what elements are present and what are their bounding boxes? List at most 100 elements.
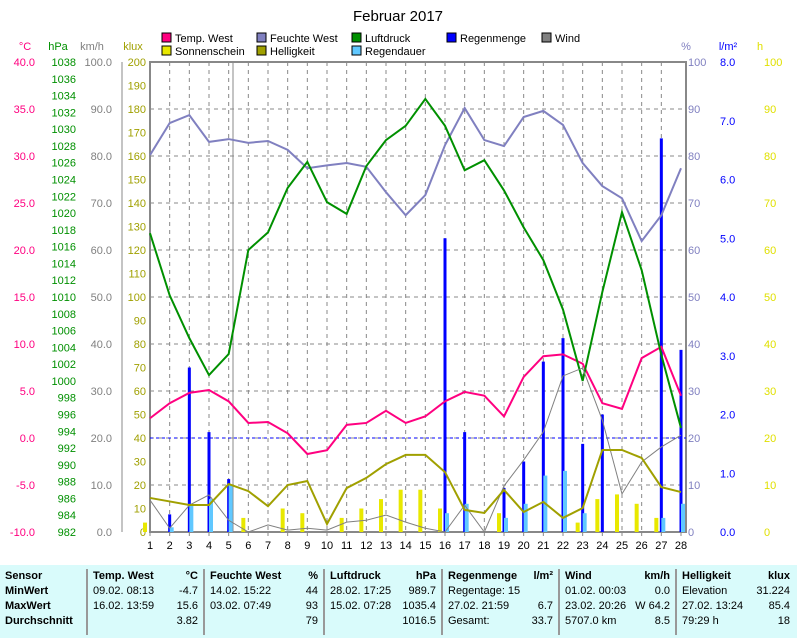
legend-swatch: [161, 32, 172, 43]
axis-tick-label-hours: 0: [764, 527, 770, 539]
axis-tick-label-pressure: 996: [58, 410, 76, 422]
axis-tick-label-hours: 70: [764, 198, 776, 210]
stats-cell: %: [308, 570, 318, 582]
stats-row: 28.02. 17:25 989.7: [325, 584, 441, 599]
stats-column: Helligkeit klux Elevation 31.224 27.02. 13:2…: [677, 569, 795, 635]
statistics-table: Sensor MinWert MaxWert Durchschnitt Temp. We…: [0, 565, 797, 638]
stats-cell: 27.02. 21:59: [448, 600, 510, 612]
bar-sonnenschein: [339, 517, 344, 532]
axis-unit-wind: km/h: [80, 41, 104, 53]
stats-row: 15.02. 07:28 1035.4: [325, 599, 441, 614]
stats-cell: 14.02. 15:22: [210, 585, 272, 597]
axis-tick-label-pressure: 1032: [52, 107, 76, 119]
stats-row: MinWert: [0, 584, 86, 599]
stats-row: Wind km/h: [560, 569, 675, 584]
stats-cell: 93: [305, 600, 318, 612]
stats-cell: 27.02. 13:24: [682, 600, 744, 612]
stats-cell: 33.7: [531, 615, 553, 627]
legend-label: Regenmenge: [460, 33, 526, 45]
stats-cell: MaxWert: [5, 600, 51, 612]
axis-tick-label-hours: 40: [764, 339, 776, 351]
axis-tick-label-temp: 5.0: [20, 386, 35, 398]
axis-tick-label-pressure: 1006: [52, 326, 76, 338]
stats-cell: W 64.2: [635, 600, 670, 612]
bar-regendauer: [563, 470, 567, 532]
stats-cell: 28.02. 17:25: [330, 585, 392, 597]
x-tick-label: 9: [304, 540, 310, 552]
stats-cell: Sensor: [5, 570, 43, 582]
bar-regendauer: [504, 517, 508, 532]
axis-tick-label-hours: 80: [764, 151, 776, 163]
axis-tick-label-pressure: 982: [58, 527, 76, 539]
stats-cell: 09.02. 08:13: [93, 585, 155, 597]
stats-cell: 15.02. 07:28: [330, 600, 392, 612]
axis-tick-label-rain: 2.0: [720, 410, 735, 422]
bar-regendauer: [189, 503, 194, 532]
bar-sonnenschein: [497, 513, 501, 532]
stats-row: 27.02. 21:59 6.7: [443, 599, 558, 614]
bar-sonnenschein: [654, 517, 659, 532]
axis-tick-label-bright: 50: [134, 410, 146, 422]
bar-sonnenschein: [300, 513, 305, 532]
x-tick-label: 13: [380, 540, 392, 552]
bar-sonnenschein: [143, 522, 147, 532]
stats-cell: Helligkeit: [682, 570, 731, 582]
stats-row: Helligkeit klux: [677, 569, 795, 584]
axis-tick-label-temp: -5.0: [16, 480, 35, 492]
bar-sonnenschein: [379, 499, 383, 532]
axis-tick-label-pressure: 986: [58, 493, 76, 505]
axis-tick-label-humidity: 60: [688, 245, 700, 257]
axis-tick-label-pressure: 1026: [52, 158, 76, 170]
axis-tick-label-hours: 50: [764, 292, 776, 304]
x-tick-label: 28: [675, 540, 687, 552]
line-feuchte-west: [149, 106, 682, 244]
x-tick-label: 25: [616, 540, 628, 552]
x-tick-label: 7: [265, 540, 271, 552]
bar-regenmenge: [679, 349, 683, 532]
axis-tick-label-wind: 70.0: [91, 198, 112, 210]
x-tick-label: 26: [636, 540, 648, 552]
axis-tick-label-rain: 4.0: [720, 292, 735, 304]
bar-regenmenge: [600, 414, 604, 532]
bar-sonnenschein: [595, 499, 600, 532]
legend-label: Wind: [555, 33, 580, 45]
axis-tick-label-pressure: 1016: [52, 242, 76, 254]
stats-cell: 1035.4: [402, 600, 436, 612]
axis-tick-label-wind: 60.0: [91, 245, 112, 257]
axis-tick-label-humidity: 30: [688, 386, 700, 398]
axis-tick-label-humidity: 80: [688, 151, 700, 163]
axis-tick-label-bright: 130: [128, 222, 146, 234]
bar-regenmenge: [187, 367, 191, 532]
axis-tick-label-temp: 10.0: [14, 339, 35, 351]
axis-tick-label-bright: 20: [134, 480, 146, 492]
stats-cell: 79: [305, 615, 318, 627]
axis-tick-label-pressure: 1038: [52, 57, 76, 69]
bar-regenmenge: [502, 487, 506, 532]
stats-row: 5707.0 km 8.5: [560, 614, 675, 629]
stats-cell: Regenmenge: [448, 570, 518, 582]
axis-tick-label-pressure: 1004: [52, 342, 76, 354]
stats-cell: 31.224: [756, 585, 790, 597]
x-tick-label: 11: [341, 540, 352, 552]
legend-label: Regendauer: [365, 46, 426, 58]
axis-tick-label-bright: 200: [128, 57, 146, 69]
axis-tick-label-pressure: 1030: [52, 124, 76, 136]
axis-tick-label-bright: 140: [128, 198, 146, 210]
axis-tick-label-temp: 35.0: [14, 104, 35, 116]
x-tick-label: 12: [360, 540, 372, 552]
axis-tick-label-pressure: 992: [58, 443, 76, 455]
legend-label: Temp. West: [175, 33, 233, 45]
x-tick-label: 10: [321, 540, 333, 552]
stats-cell: Elevation: [682, 585, 728, 597]
axis-unit-rain: l/m²: [719, 41, 738, 53]
axis-tick-label-pressure: 1002: [52, 359, 76, 371]
stats-cell: Regentage: 15: [448, 585, 521, 597]
stats-cell: 989.7: [408, 585, 436, 597]
stats-row: Regentage: 15: [443, 584, 558, 599]
stats-cell: km/h: [644, 570, 670, 582]
x-tick-label: 2: [167, 540, 173, 552]
x-tick-label: 21: [537, 540, 549, 552]
axis-tick-label-wind: 100.0: [84, 57, 112, 69]
axis-tick-label-pressure: 988: [58, 477, 76, 489]
stats-cell: °C: [185, 570, 198, 582]
